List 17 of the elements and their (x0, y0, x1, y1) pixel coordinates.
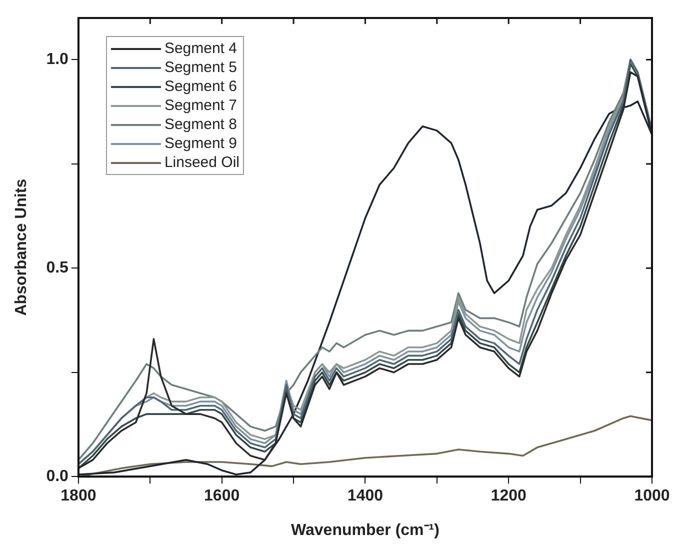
x-tick-label: 1400 (347, 488, 384, 505)
x-tick-label: 1000 (634, 488, 670, 505)
x-tick-label: 1800 (60, 488, 96, 505)
legend-label: Linseed Oil (164, 154, 240, 171)
x-tick-label: 1200 (490, 488, 527, 505)
legend-label: Segment 4 (164, 40, 237, 57)
legend-label: Segment 7 (164, 97, 237, 114)
legend-label: Segment 6 (164, 78, 237, 95)
legend-label: Segment 9 (164, 135, 237, 152)
legend-label: Segment 8 (164, 116, 237, 133)
x-tick-label: 1600 (204, 488, 240, 505)
y-tick-label: 0.5 (46, 260, 69, 277)
y-tick-label: 0.0 (46, 468, 69, 486)
y-tick-label: 1.0 (46, 51, 69, 68)
x-axis-title: Wavenumber (cm⁻¹) (291, 522, 440, 539)
y-axis-title: Absorbance Units (13, 178, 30, 316)
legend-label: Segment 5 (164, 59, 237, 76)
